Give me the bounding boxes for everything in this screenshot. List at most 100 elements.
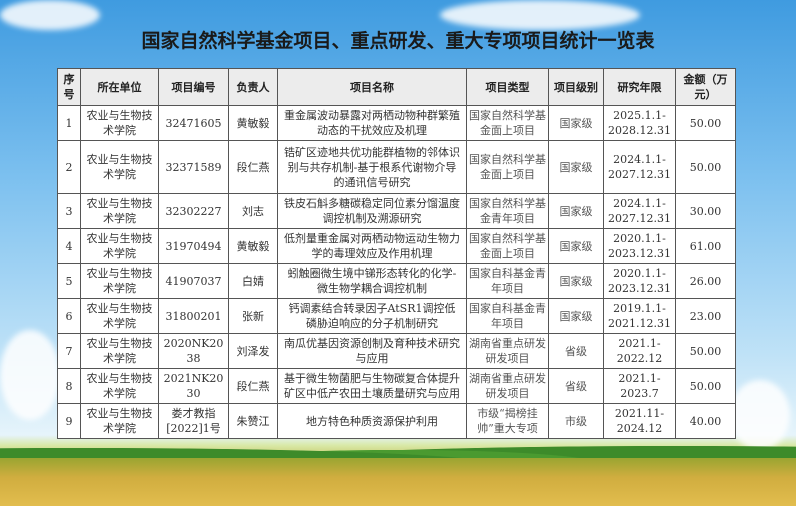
cell-leader: 张新	[228, 298, 278, 334]
cloud	[0, 0, 100, 30]
cell-unit: 农业与生物技术学院	[80, 193, 159, 229]
header-col-period: 研究年限	[603, 68, 676, 106]
cell-unit: 农业与生物技术学院	[80, 140, 159, 194]
cell-project-type: 湖南省重点研发研发项目	[466, 368, 549, 404]
cell-unit: 农业与生物技术学院	[80, 228, 159, 264]
cell-project-type: 市级“揭榜挂帅”重大专项	[466, 403, 549, 439]
cell-period: 2024.1.1-2027.12.31	[603, 140, 676, 194]
cell-amount: 30.00	[675, 193, 736, 229]
cell-level: 国家级	[548, 298, 604, 334]
cell-project-name: 铁皮石斛多糖碳稳定同位素分馏温度调控机制及溯源研究	[277, 193, 467, 229]
table-row: 5 农业与生物技术学院 41907037 白婧 蚓触圈微生境中锑形态转化的化学-微生物学…	[57, 263, 736, 299]
table-row: 4 农业与生物技术学院 31970494 黄敏毅 低剂量重金属对两栖动物运动生物力学的毒…	[57, 228, 736, 264]
cell-project-id: 41907037	[158, 263, 229, 299]
cloud	[440, 0, 640, 30]
cell-project-name: 蚓触圈微生境中锑形态转化的化学-微生物学耦合调控机制	[277, 263, 467, 299]
cell-amount: 50.00	[675, 333, 736, 369]
cell-project-type: 国家自科基金青年项目	[466, 298, 549, 334]
cell-project-type: 国家自然科学基金面上项目	[466, 228, 549, 264]
cell-unit: 农业与生物技术学院	[80, 333, 159, 369]
cell-project-name: 地方特色种质资源保护利用	[277, 403, 467, 439]
cell-project-id: 32302227	[158, 193, 229, 229]
cell-project-id: 2021NK2030	[158, 368, 229, 404]
cell-project-name: 锆矿区迹地共优功能群植物的邻体识别与共存机制-基于根系代谢物介导的通讯信号研究	[277, 140, 467, 194]
cell-index: 5	[57, 263, 81, 299]
cell-period: 2021.1-2022.12	[603, 333, 676, 369]
cell-period: 2024.1.1-2027.12.31	[603, 193, 676, 229]
header-col-leader: 负责人	[228, 68, 278, 106]
cell-project-type: 国家自然科学基金面上项目	[466, 140, 549, 194]
cell-project-type: 国家自然科学基金面上项目	[466, 105, 549, 141]
table-row: 3 农业与生物技术学院 32302227 刘志 铁皮石斛多糖碳稳定同位素分馏温度调控机制…	[57, 193, 736, 229]
cell-leader: 刘志	[228, 193, 278, 229]
cell-project-id: 2020NK2038	[158, 333, 229, 369]
cell-amount: 50.00	[675, 140, 736, 194]
project-table: 序号 所在单位 项目编号 负责人 项目名称 项目类型 项目级别 研究年限 金额（万元） 1 农业与…	[57, 68, 736, 439]
header-col-project-id: 项目编号	[158, 68, 229, 106]
header-col-project-type: 项目类型	[466, 68, 549, 106]
cell-amount: 40.00	[675, 403, 736, 439]
cell-index: 4	[57, 228, 81, 264]
cell-leader: 朱赞江	[228, 403, 278, 439]
header-col-amount: 金额（万元）	[675, 68, 736, 106]
cloud	[0, 330, 60, 420]
cell-project-id: 31970494	[158, 228, 229, 264]
cell-period: 2021.11-2024.12	[603, 403, 676, 439]
table-row: 8 农业与生物技术学院 2021NK2030 段仁燕 基于微生物菌肥与生物碳复合体提升矿…	[57, 368, 736, 404]
cell-leader: 黄敏毅	[228, 105, 278, 141]
cell-project-id: 32471605	[158, 105, 229, 141]
cell-project-type: 国家自然科学基金青年项目	[466, 193, 549, 229]
cell-leader: 段仁燕	[228, 140, 278, 194]
cell-unit: 农业与生物技术学院	[80, 368, 159, 404]
header-col-unit: 所在单位	[80, 68, 159, 106]
cell-project-name: 南瓜优基因资源创制及育种技术研究与应用	[277, 333, 467, 369]
table-row: 6 农业与生物技术学院 31800201 张新 钙调素结合转录因子AtSR1调控低磷胁迫…	[57, 298, 736, 334]
cell-project-id: 娄才教指[2022]1号	[158, 403, 229, 439]
cell-unit: 农业与生物技术学院	[80, 403, 159, 439]
cell-project-name: 重金属波动暴露对两栖动物种群繁殖动态的干扰效应及机理	[277, 105, 467, 141]
cell-period: 2020.1.1-2023.12.31	[603, 228, 676, 264]
cell-index: 8	[57, 368, 81, 404]
cell-leader: 刘泽发	[228, 333, 278, 369]
cell-project-type: 湖南省重点研发研发项目	[466, 333, 549, 369]
cell-leader: 白婧	[228, 263, 278, 299]
cell-project-id: 31800201	[158, 298, 229, 334]
cell-leader: 段仁燕	[228, 368, 278, 404]
cell-amount: 26.00	[675, 263, 736, 299]
cell-index: 2	[57, 140, 81, 194]
cell-level: 国家级	[548, 105, 604, 141]
cell-period: 2025.1.1-2028.12.31	[603, 105, 676, 141]
cell-level: 市级	[548, 403, 604, 439]
cell-project-id: 32371589	[158, 140, 229, 194]
cell-index: 7	[57, 333, 81, 369]
cell-project-name: 钙调素结合转录因子AtSR1调控低磷胁迫响应的分子机制研究	[277, 298, 467, 334]
table-row: 7 农业与生物技术学院 2020NK2038 刘泽发 南瓜优基因资源创制及育种技术研究与…	[57, 333, 736, 369]
cell-amount: 50.00	[675, 105, 736, 141]
cell-project-type: 国家自科基金青年项目	[466, 263, 549, 299]
cell-level: 省级	[548, 368, 604, 404]
cell-level: 国家级	[548, 228, 604, 264]
cell-amount: 50.00	[675, 368, 736, 404]
header-col-project-name: 项目名称	[277, 68, 467, 106]
cell-amount: 23.00	[675, 298, 736, 334]
cell-index: 1	[57, 105, 81, 141]
cell-unit: 农业与生物技术学院	[80, 298, 159, 334]
cell-level: 省级	[548, 333, 604, 369]
cell-unit: 农业与生物技术学院	[80, 105, 159, 141]
cell-level: 国家级	[548, 263, 604, 299]
cell-project-name: 基于微生物菌肥与生物碳复合体提升矿区中低产农田土壤质量研究与应用	[277, 368, 467, 404]
table-row: 9 农业与生物技术学院 娄才教指[2022]1号 朱赞江 地方特色种质资源保护利用 市级“…	[57, 403, 736, 439]
cell-index: 6	[57, 298, 81, 334]
cell-level: 国家级	[548, 140, 604, 194]
cell-period: 2021.1-2023.7	[603, 368, 676, 404]
page-title: 国家自然科学基金项目、重点研发、重大专项项目统计一览表	[141, 30, 655, 52]
header-col-index: 序号	[57, 68, 81, 106]
table-header: 序号 所在单位 项目编号 负责人 项目名称 项目类型 项目级别 研究年限 金额（万元）	[57, 68, 736, 106]
cell-period: 2020.1.1-2023.12.31	[603, 263, 676, 299]
wheat-field	[0, 458, 796, 506]
table-row: 1 农业与生物技术学院 32471605 黄敏毅 重金属波动暴露对两栖动物种群繁殖动态的…	[57, 105, 736, 141]
cell-period: 2019.1.1-2021.12.31	[603, 298, 676, 334]
cell-amount: 61.00	[675, 228, 736, 264]
cell-leader: 黄敏毅	[228, 228, 278, 264]
header-col-level: 项目级别	[548, 68, 604, 106]
